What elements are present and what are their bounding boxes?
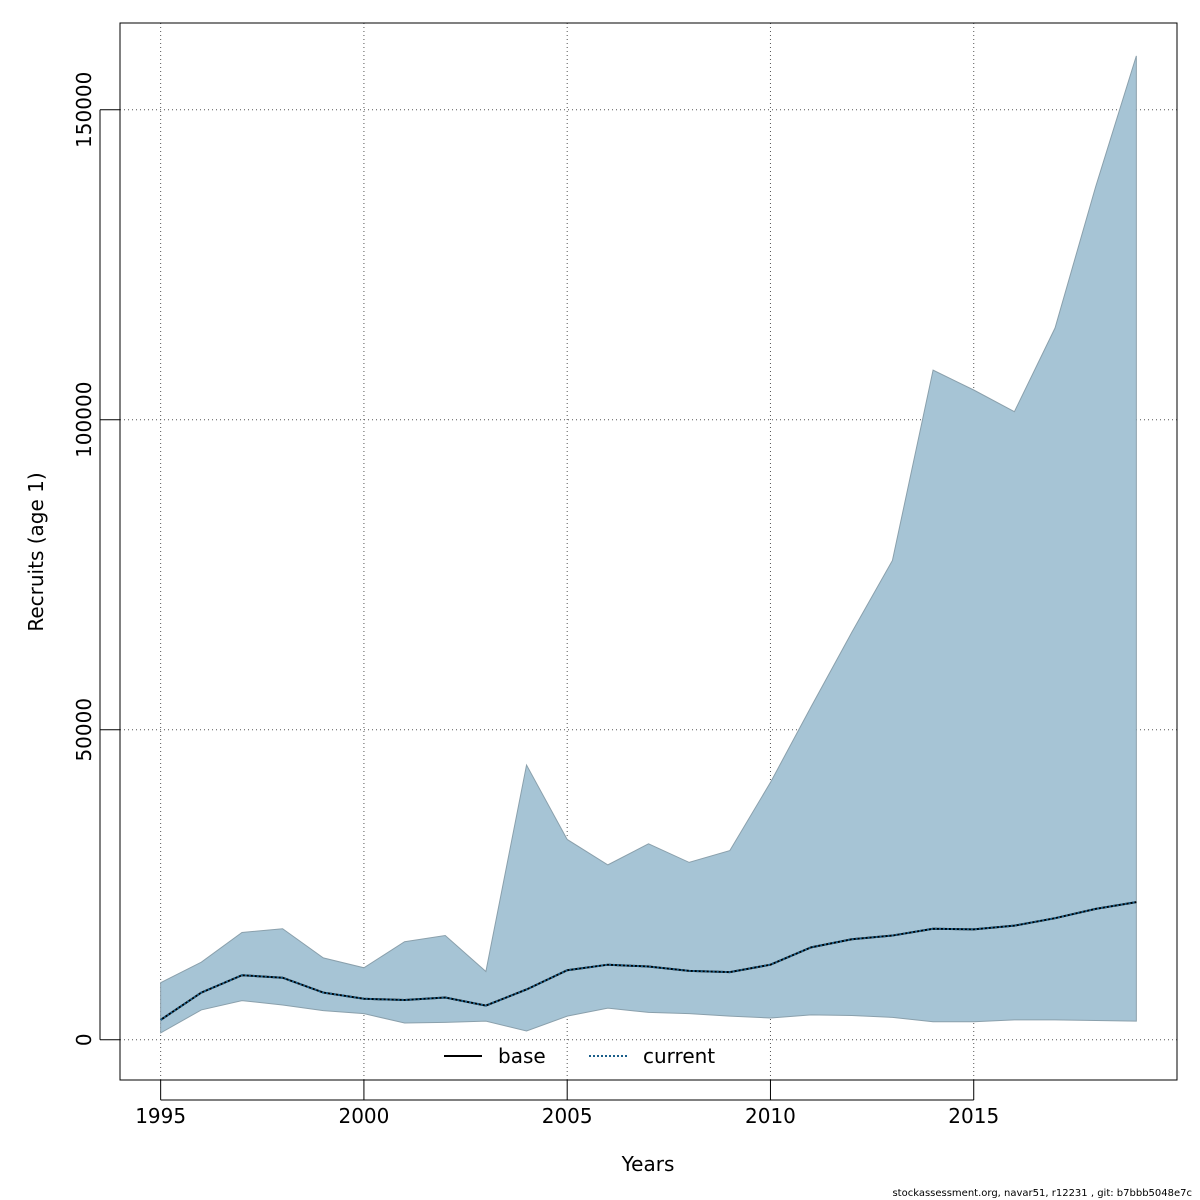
y-tick-label-150000: 150000 [72, 72, 96, 148]
y-tick-label-0: 0 [72, 1033, 96, 1046]
x-tick-label-2005: 2005 [542, 1104, 593, 1128]
y-tick-label-50000: 50000 [72, 698, 96, 762]
plot-frame [119, 22, 1178, 1081]
legend-label-current: current [643, 1044, 715, 1068]
legend: base current [444, 1044, 715, 1068]
footer-credit: stockassessment.org, navar51, r12231 , g… [892, 1188, 1192, 1199]
x-tick-label-2000: 2000 [338, 1104, 389, 1128]
x-axis: 1995 2000 2005 2010 2015 [135, 1080, 999, 1128]
series-line-current [160, 901, 1137, 1021]
confidence-band [160, 55, 1137, 1034]
legend-label-base: base [498, 1044, 546, 1068]
x-axis-title: Years [621, 1152, 675, 1176]
y-axis: 0 50000 100000 150000 [72, 72, 120, 1046]
y-tick-label-100000: 100000 [72, 382, 96, 458]
y-axis-title: Recruits (age 1) [24, 472, 48, 631]
x-tick-label-1995: 1995 [135, 1104, 186, 1128]
x-tick-label-2010: 2010 [745, 1104, 796, 1128]
series-lines [160, 901, 1137, 1021]
x-tick-label-2015: 2015 [948, 1104, 999, 1128]
confidence-band-area [160, 55, 1137, 1034]
